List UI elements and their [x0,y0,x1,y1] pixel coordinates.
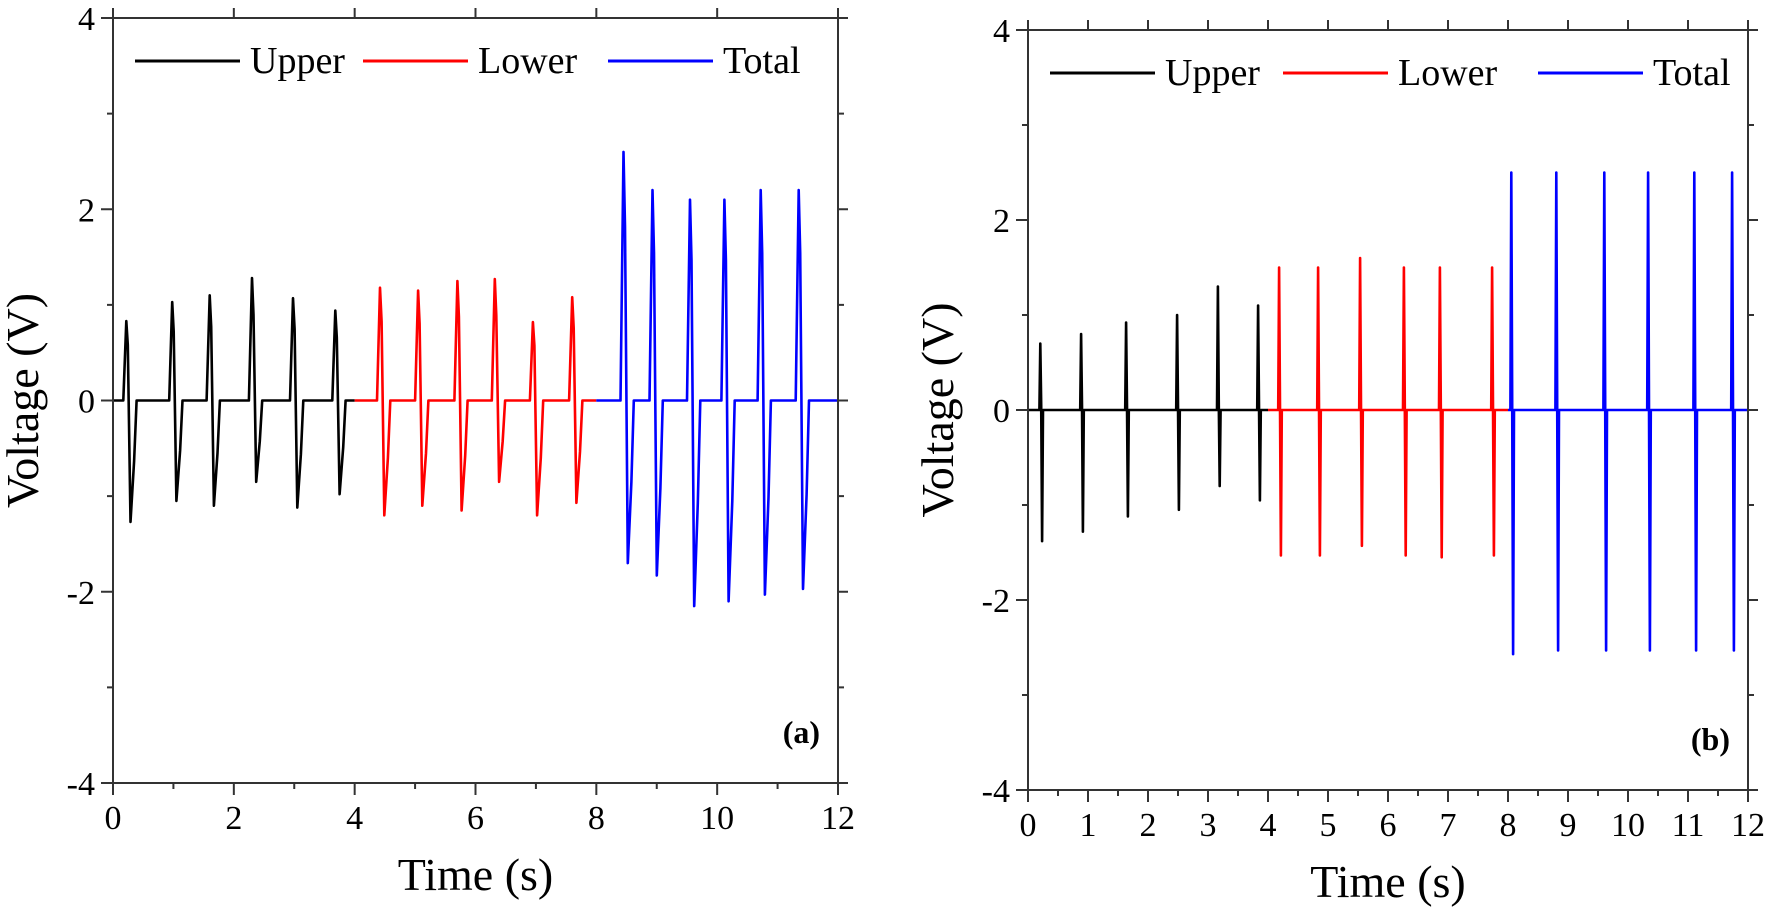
x-tick-label: 12 [1731,807,1765,844]
y-tick-label: -4 [982,773,1010,810]
legend: Upper Lower Total [1050,52,1731,94]
x-tick-label: 0 [105,800,122,837]
x-tick-label: 6 [467,800,484,837]
x-tick-label: 2 [225,800,242,837]
x-axis-title: Time (s) [398,849,554,900]
series-line-total [1508,171,1748,656]
x-tick-label: 3 [1200,807,1217,844]
y-tick-label: 4 [78,1,95,38]
x-tick-label: 9 [1560,807,1577,844]
x-tick-label: 4 [1260,807,1277,844]
x-tick-label: 0 [1020,807,1037,844]
legend-label-total: Total [723,40,801,82]
series-line-total [596,150,838,608]
panel-label: (b) [1691,721,1730,757]
panel-label: (a) [783,714,820,750]
x-tick-label: 10 [700,800,734,837]
x-tick-label: 4 [346,800,363,837]
x-tick-label: 7 [1440,807,1457,844]
y-tick-label: 0 [993,393,1010,430]
x-tick-label: 10 [1611,807,1645,844]
x-tick-label: 8 [588,800,605,837]
legend-label-total: Total [1653,52,1731,94]
x-axis-title: Time (s) [1310,856,1466,907]
y-axis-title: Voltage (V) [912,302,963,517]
y-tick-label: -2 [67,575,95,612]
series-line-lower [354,277,597,517]
series-line-lower [1268,256,1508,559]
chart-panel-a: 0 2 4 6 8 10 12 -4 -2 0 2 4 Time (s) Voltage (V) Upper… [0,1,855,900]
y-tick-label: 2 [993,203,1010,240]
y-axis-title: Voltage (V) [0,293,48,508]
x-tick-label: 2 [1140,807,1157,844]
legend: Upper Lower Total [135,40,801,82]
x-tick-label: 8 [1500,807,1517,844]
series-line-upper [1028,285,1268,543]
y-tick-label: 4 [993,13,1010,50]
y-tick-label: -2 [982,583,1010,620]
legend-label-upper: Upper [250,40,345,82]
x-tick-label: 6 [1380,807,1397,844]
y-tick-label: -4 [67,766,95,803]
x-tick-label: 11 [1672,807,1705,844]
x-tick-label: 12 [821,800,855,837]
x-tick-label: 1 [1080,807,1097,844]
y-tick-label: 0 [78,384,95,421]
legend-label-lower: Lower [1398,52,1498,94]
x-tick-label: 5 [1320,807,1337,844]
legend-label-lower: Lower [478,40,578,82]
series-line-upper [113,276,355,524]
legend-label-upper: Upper [1165,52,1260,94]
y-tick-label: 2 [78,192,95,229]
